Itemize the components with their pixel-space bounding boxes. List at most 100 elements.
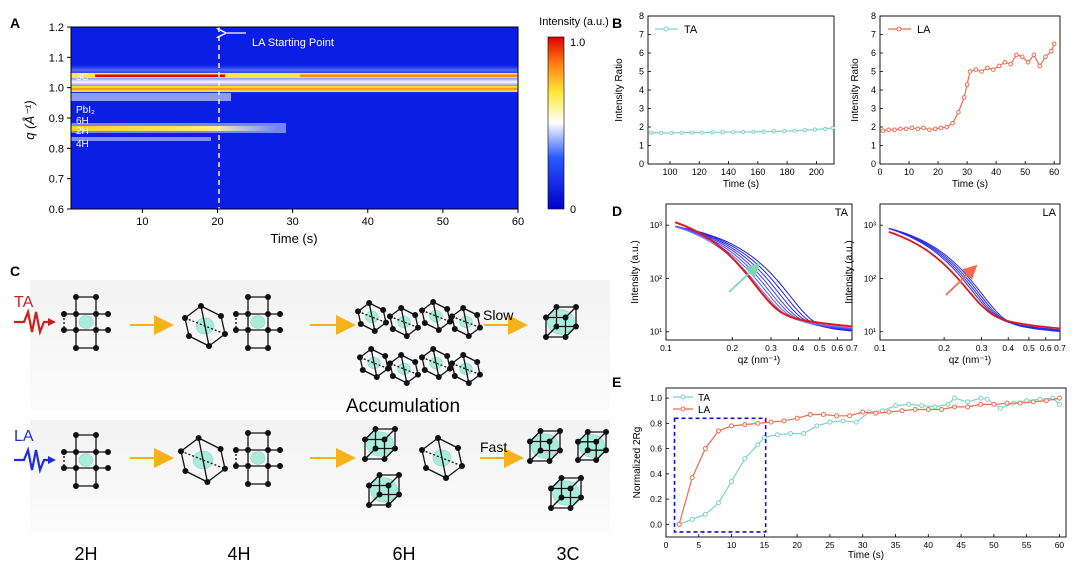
data-point (961, 95, 967, 100)
data-point (751, 129, 756, 134)
bond (437, 437, 459, 449)
data-point (984, 396, 990, 402)
atom (387, 360, 393, 367)
atom (415, 371, 421, 378)
data-point (898, 126, 903, 132)
ytick-label: 1.0 (650, 393, 662, 403)
cation-sphere (250, 315, 266, 329)
atom (430, 299, 437, 305)
atom (465, 333, 472, 339)
cation-sphere (531, 433, 559, 459)
atom (527, 458, 533, 464)
atom (419, 354, 425, 361)
legend-text: TA (835, 207, 849, 219)
data-point (1004, 400, 1010, 406)
slow-label: Slow (483, 307, 514, 323)
data-point (1014, 52, 1019, 58)
data-point (679, 130, 684, 135)
atom (553, 323, 560, 330)
bond (389, 315, 419, 329)
atom (105, 465, 111, 471)
atom (362, 436, 368, 443)
a-ytick-label: 1.1 (49, 52, 64, 64)
data-point (715, 428, 721, 434)
data-point (1043, 398, 1049, 404)
atom (474, 359, 481, 365)
data-point (742, 422, 748, 428)
atom (421, 367, 428, 373)
atom (105, 311, 111, 317)
cation-sphere (552, 480, 580, 506)
plot-frame (665, 203, 853, 341)
legend-text: LA (1043, 207, 1057, 219)
ylabel: Intensity (a.u.) (630, 240, 641, 303)
data-point (956, 109, 961, 115)
data-point (741, 129, 746, 135)
atom (376, 472, 383, 478)
atom (403, 333, 410, 339)
atom (435, 374, 442, 380)
atom (403, 380, 410, 386)
ytick-label: 10² (650, 273, 662, 283)
fast-label: Fast (480, 439, 507, 455)
cation-sphere (250, 451, 266, 465)
xlabel: qz (nm⁻¹) (949, 355, 992, 366)
xtick-label: 100 (662, 167, 677, 177)
xtick-label: 20 (933, 167, 943, 177)
atom (419, 447, 425, 453)
atom (217, 446, 224, 452)
xtick-label: 20 (792, 540, 802, 550)
cation-sphere (78, 453, 94, 467)
phase-4h: 4H (227, 544, 250, 564)
xtick-label: 40 (924, 540, 934, 550)
trend-arrow (728, 262, 761, 293)
colorbar (547, 36, 565, 210)
atom (447, 318, 453, 325)
data-point (1051, 41, 1057, 47)
a-xtick-label: 40 (362, 216, 374, 228)
plot-frame (647, 15, 835, 165)
atom (182, 468, 189, 474)
chart-b-ta: 100 120 140 160 180 200 0 1 2 3 4 5 6 7 8 Time (s) Inten… (614, 11, 835, 190)
ytick-label: 10¹ (650, 327, 662, 337)
la-label: LA (14, 428, 34, 445)
data-point (847, 413, 853, 419)
data-point (873, 410, 879, 416)
data-point (1056, 401, 1062, 407)
xtick-label: 30 (858, 540, 868, 550)
atom (61, 327, 67, 333)
xtick-label: 0 (877, 167, 882, 177)
trend-arrow (945, 264, 978, 296)
atom (459, 463, 465, 469)
a-ytick-label: 0.8 (49, 143, 64, 155)
atom (382, 353, 389, 359)
data-point (1056, 395, 1062, 401)
atom (396, 472, 402, 478)
la-starting-label: LA Starting Point (252, 37, 334, 49)
data-point (771, 129, 777, 134)
atom (218, 313, 224, 319)
atom (562, 334, 569, 340)
atom (477, 324, 483, 331)
a-ytick-label: 0.9 (49, 113, 64, 125)
xtick-label: 30 (962, 167, 972, 177)
data-point (899, 408, 905, 414)
data-point (945, 401, 951, 407)
bond (184, 305, 202, 319)
data-point (991, 401, 997, 407)
xtick-label: 200 (809, 167, 824, 177)
xtick-label: 140 (721, 167, 736, 177)
bond (180, 451, 187, 472)
data-point (903, 126, 909, 132)
data-point (729, 423, 735, 429)
atom (575, 438, 581, 445)
xtick-label: 0.5 (1023, 343, 1035, 353)
data-point (932, 126, 938, 132)
ytick-label: 4 (871, 85, 876, 95)
legend-marker (663, 26, 669, 32)
atom (558, 475, 565, 481)
phase-6h: 6H (392, 544, 415, 564)
atom (376, 491, 383, 498)
xtick-label: 60 (1055, 540, 1065, 550)
